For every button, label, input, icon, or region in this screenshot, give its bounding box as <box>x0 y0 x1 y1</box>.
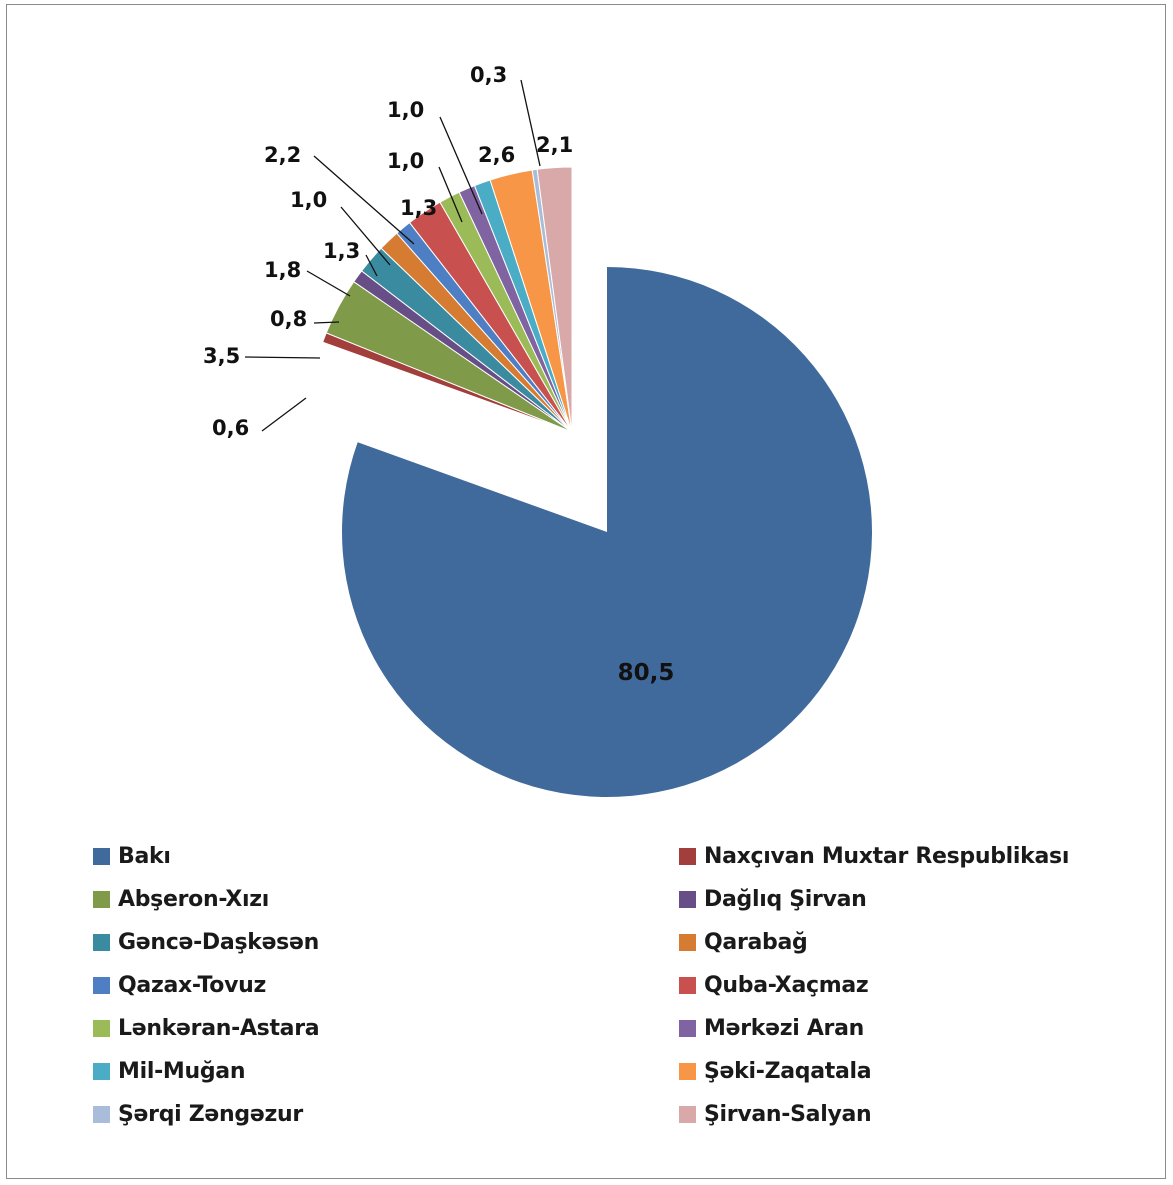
data-label-serqi-zengezur: 0,3 <box>470 63 507 87</box>
data-label-abseron-xizi: 3,5 <box>203 344 240 368</box>
legend-label: Lənkəran-Astara <box>118 1015 320 1041</box>
leader-line-naxcivan-muxtar-respublikasi <box>261 397 307 432</box>
legend-swatch <box>93 847 110 865</box>
legend-swatch <box>679 1019 696 1037</box>
data-label-qazax-tovuz: 1,0 <box>290 188 327 212</box>
legend-swatch <box>93 976 110 994</box>
legend-label: Naxçıvan Muxtar Respublikası <box>704 843 1070 869</box>
legend-swatch <box>93 1062 110 1080</box>
legend-swatch <box>679 847 696 865</box>
legend-item-lenkeran-astara: Lənkəran-Astara <box>93 1013 320 1043</box>
legend-label: Mərkəzi Aran <box>704 1015 865 1041</box>
legend-item-gence-daskesen: Gəncə-Daşkəsən <box>93 927 319 957</box>
legend-label: Qarabağ <box>704 929 808 955</box>
data-label-sirvan-salyan: 2,1 <box>536 133 573 157</box>
legend-label: Mil-Muğan <box>118 1058 246 1084</box>
data-label-mil-mugan: 1,0 <box>387 98 424 122</box>
legend-label: Şəki-Zaqatala <box>704 1058 872 1084</box>
data-label-lenkeran-astara: 1,3 <box>400 196 437 220</box>
leader-line-gence-daskesen <box>306 270 351 297</box>
leader-line-qazax-tovuz <box>340 206 391 266</box>
data-label-baki: 80,5 <box>618 660 675 686</box>
legend-label: Abşeron-Xızı <box>118 886 270 912</box>
legend-item-qarabag: Qarabağ <box>679 927 808 957</box>
legend-swatch <box>93 890 110 908</box>
legend-item-sirvan-salyan: Şirvan-Salyan <box>679 1099 872 1129</box>
legend-item-quba-xacmaz: Quba-Xaçmaz <box>679 970 869 1000</box>
leader-line-dagliq-sirvan <box>313 321 340 324</box>
legend-item-mil-mugan: Mil-Muğan <box>93 1056 246 1086</box>
data-label-quba-xacmaz: 2,2 <box>264 143 301 167</box>
legend-item-serqi-zengezur: Şərqi Zəngəzur <box>93 1099 303 1129</box>
legend-item-abseron-xizi: Abşeron-Xızı <box>93 884 269 914</box>
legend-item-dagliq-sirvan: Dağlıq Şirvan <box>679 884 867 914</box>
legend-label: Bakı <box>118 843 171 869</box>
leader-line-quba-xacmaz <box>313 155 415 245</box>
legend-label: Şirvan-Salyan <box>704 1101 872 1127</box>
leader-line-serqi-zengezur <box>520 79 541 167</box>
data-label-merkezi-aran: 1,0 <box>387 149 424 173</box>
legend-label: Quba-Xaçmaz <box>704 972 869 998</box>
legend-swatch <box>679 933 696 951</box>
legend-swatch <box>679 976 696 994</box>
legend-swatch <box>679 1105 696 1123</box>
data-label-seki-zaqatala: 2,6 <box>478 143 515 167</box>
legend-item-seki-zaqatala: Şəki-Zaqatala <box>679 1056 872 1086</box>
legend-swatch <box>93 1019 110 1037</box>
legend-label: Gəncə-Daşkəsən <box>118 929 319 955</box>
legend-label: Dağlıq Şirvan <box>704 886 867 912</box>
pie-slice-baki <box>342 267 873 798</box>
legend-item-merkezi-aran: Mərkəzi Aran <box>679 1013 864 1043</box>
legend-item-qazax-tovuz: Qazax-Tovuz <box>93 970 266 1000</box>
leader-line-mil-mugan <box>439 116 483 215</box>
leader-line-abseron-xizi <box>244 356 321 359</box>
leader-line-qarabag <box>365 254 378 277</box>
legend-swatch <box>679 890 696 908</box>
data-label-naxcivan-muxtar-respublikasi: 0,6 <box>212 416 249 440</box>
data-label-dagliq-sirvan: 0,8 <box>270 307 307 331</box>
legend-label: Qazax-Tovuz <box>118 972 266 998</box>
data-label-qarabag: 1,3 <box>323 239 360 263</box>
legend-item-baki: Bakı <box>93 841 171 871</box>
pie-slice-sirvan-salyan <box>536 166 573 433</box>
legend-swatch <box>679 1062 696 1080</box>
legend-label: Şərqi Zəngəzur <box>118 1101 303 1127</box>
legend-swatch <box>93 933 110 951</box>
leader-line-merkezi-aran <box>438 166 463 223</box>
legend-swatch <box>93 1105 110 1123</box>
legend-item-naxcivan-muxtar-respublikasi: Naxçıvan Muxtar Respublikası <box>679 841 1069 871</box>
data-label-gence-daskesen: 1,8 <box>264 258 301 282</box>
